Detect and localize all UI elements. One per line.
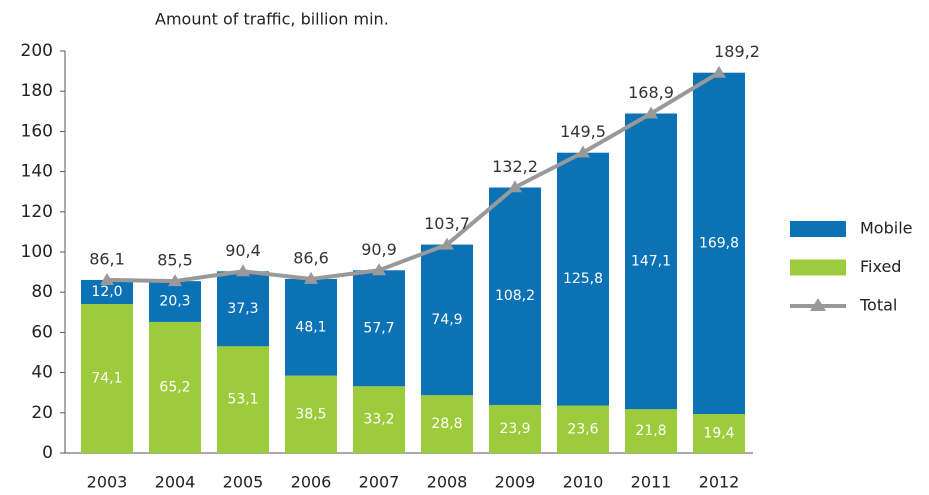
total-label: 90,9 bbox=[361, 240, 397, 259]
total-label: 149,5 bbox=[560, 122, 606, 141]
legend-marker bbox=[810, 298, 826, 311]
total-marker bbox=[236, 264, 250, 277]
y-tick-label: 140 bbox=[21, 162, 53, 182]
y-tick-label: 200 bbox=[21, 41, 53, 61]
bar-label: 108,2 bbox=[495, 288, 535, 304]
total-label: 103,7 bbox=[424, 214, 470, 233]
total-marker bbox=[644, 106, 658, 119]
total-marker bbox=[168, 274, 182, 287]
bar-label: 21,8 bbox=[635, 423, 666, 439]
x-tick-label: 2012 bbox=[699, 473, 740, 492]
total-label: 86,6 bbox=[293, 248, 329, 267]
bar-segment bbox=[489, 404, 541, 453]
x-tick-label: 2004 bbox=[155, 473, 196, 492]
bar-label: 125,8 bbox=[563, 271, 603, 287]
total-marker bbox=[304, 271, 318, 284]
total-label: 86,1 bbox=[89, 249, 125, 268]
bar-label: 23,6 bbox=[567, 421, 598, 437]
bar-label: 23,9 bbox=[499, 421, 530, 437]
legend-label: Fixed bbox=[860, 257, 901, 276]
bar-segment bbox=[81, 304, 133, 453]
bar-segment bbox=[149, 281, 201, 322]
bar-label: 147,1 bbox=[631, 253, 671, 269]
total-marker bbox=[712, 65, 726, 78]
bar-segment bbox=[149, 321, 201, 453]
total-label: 90,4 bbox=[225, 241, 261, 260]
bar-segment bbox=[285, 375, 337, 453]
bar-segment bbox=[625, 113, 677, 410]
total-marker bbox=[440, 237, 454, 250]
bar-segment bbox=[693, 414, 745, 453]
total-label: 132,2 bbox=[492, 157, 538, 176]
x-tick-label: 2006 bbox=[291, 473, 332, 492]
bar-segment bbox=[353, 270, 405, 387]
total-label: 85,5 bbox=[157, 251, 193, 270]
bar-segment bbox=[353, 386, 405, 453]
bar-label: 20,3 bbox=[159, 294, 190, 310]
x-tick-label: 2003 bbox=[87, 473, 128, 492]
bar-segment bbox=[693, 72, 745, 415]
bar-label: 33,2 bbox=[363, 412, 394, 428]
x-tick-label: 2005 bbox=[223, 473, 264, 492]
bar-label: 38,5 bbox=[295, 406, 326, 422]
bar-label: 19,4 bbox=[703, 426, 734, 442]
y-tick-label: 180 bbox=[21, 81, 53, 101]
total-label: 168,9 bbox=[628, 83, 674, 102]
legend-swatch bbox=[790, 221, 846, 237]
chart-title: Amount of traffic, billion min. bbox=[155, 10, 389, 29]
bar-segment bbox=[421, 244, 473, 396]
y-tick-label: 160 bbox=[21, 121, 53, 141]
total-line bbox=[106, 70, 721, 284]
bar-segment bbox=[217, 346, 269, 453]
y-tick-label: 60 bbox=[31, 322, 53, 342]
bar-label: 57,7 bbox=[363, 320, 394, 336]
y-tick-label: 0 bbox=[42, 443, 53, 463]
y-tick-label: 40 bbox=[31, 363, 53, 383]
x-tick-label: 2008 bbox=[427, 473, 468, 492]
y-tick-label: 120 bbox=[21, 202, 53, 222]
bar-segment bbox=[557, 152, 609, 406]
bar-label: 74,1 bbox=[91, 371, 122, 387]
x-tick-label: 2010 bbox=[563, 473, 604, 492]
bar-label: 28,8 bbox=[431, 416, 462, 432]
total-marker bbox=[508, 180, 522, 193]
total-marker bbox=[576, 145, 590, 158]
bar-label: 74,9 bbox=[431, 312, 462, 328]
bar-label: 12,0 bbox=[91, 284, 122, 300]
bar-segment bbox=[285, 278, 337, 376]
bar-label: 65,2 bbox=[159, 379, 190, 395]
total-marker bbox=[100, 272, 114, 285]
bar-segment bbox=[217, 271, 269, 347]
x-tick-label: 2007 bbox=[359, 473, 400, 492]
x-tick-label: 2009 bbox=[495, 473, 536, 492]
bar-segment bbox=[421, 395, 473, 453]
bar-label: 169,8 bbox=[699, 235, 739, 251]
bar-label: 37,3 bbox=[227, 301, 258, 317]
bar-segment bbox=[489, 187, 541, 405]
y-tick-label: 80 bbox=[31, 282, 53, 302]
y-tick-label: 20 bbox=[31, 403, 53, 423]
x-tick-label: 2011 bbox=[631, 473, 672, 492]
total-label: 189,2 bbox=[714, 42, 760, 61]
total-marker bbox=[372, 263, 386, 276]
legend-label: Mobile bbox=[860, 219, 912, 238]
bar-label: 53,1 bbox=[227, 392, 258, 408]
bar-segment bbox=[557, 405, 609, 453]
bar-segment bbox=[625, 409, 677, 453]
bar-label: 48,1 bbox=[295, 319, 326, 335]
y-tick-label: 100 bbox=[21, 242, 53, 262]
legend-swatch bbox=[790, 259, 846, 276]
legend-label: Total bbox=[859, 296, 897, 315]
